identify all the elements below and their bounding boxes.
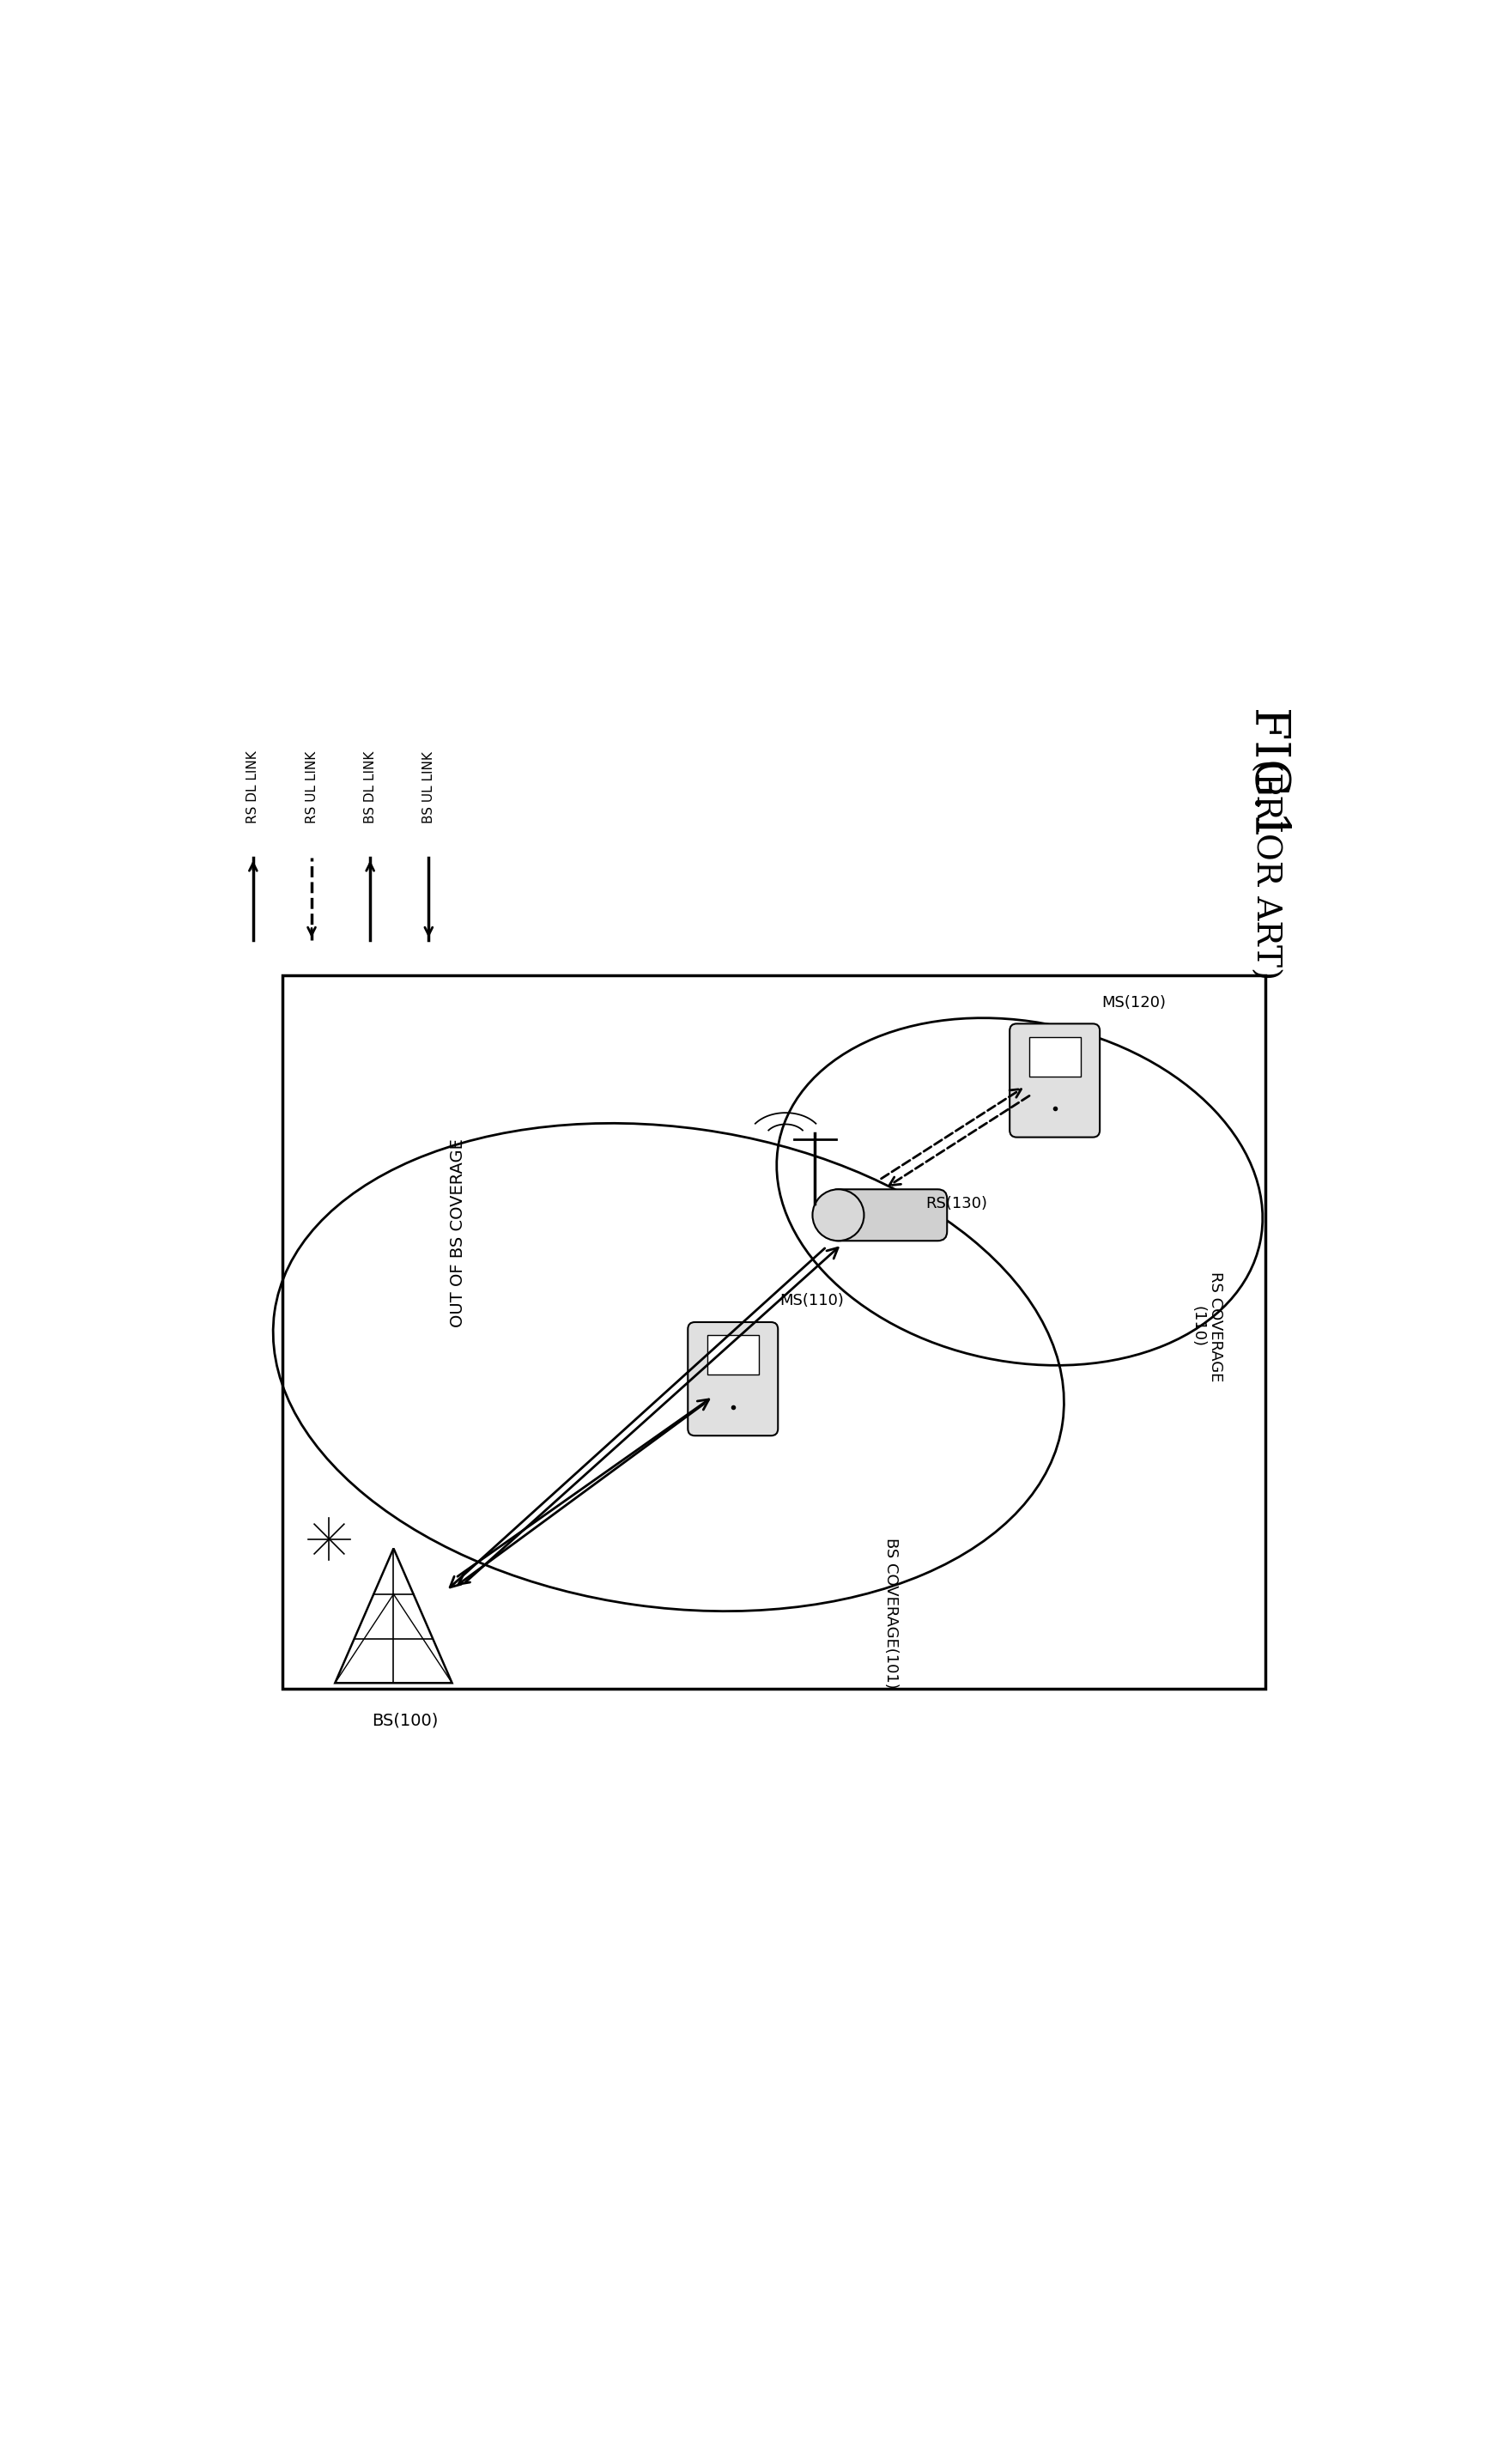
Text: BS DL LINK: BS DL LINK [364, 752, 376, 823]
Bar [1028, 1037, 1081, 1077]
Bar [282, 976, 1265, 1688]
Text: FIG.1: FIG.1 [1241, 710, 1290, 843]
Bar [707, 1335, 760, 1375]
Text: RS DL LINK: RS DL LINK [246, 749, 260, 823]
Text: MS(110): MS(110) [779, 1294, 844, 1308]
Text: RS(130): RS(130) [926, 1195, 988, 1212]
Text: MS(120): MS(120) [1102, 995, 1166, 1010]
Polygon shape [335, 1547, 451, 1683]
FancyBboxPatch shape [829, 1190, 947, 1242]
Text: BS COVERAGE(101): BS COVERAGE(101) [883, 1538, 898, 1688]
FancyBboxPatch shape [1010, 1023, 1099, 1138]
Text: BS UL LINK: BS UL LINK [423, 752, 435, 823]
FancyBboxPatch shape [689, 1323, 778, 1437]
Circle shape [812, 1190, 864, 1242]
Text: BS(100): BS(100) [371, 1712, 438, 1730]
Text: RS COVERAGE
(110): RS COVERAGE (110) [1190, 1271, 1223, 1382]
Text: RS UL LINK: RS UL LINK [305, 752, 319, 823]
Text: OUT OF BS COVERAGE: OUT OF BS COVERAGE [450, 1138, 467, 1328]
Text: (PRIOR ART): (PRIOR ART) [1249, 759, 1282, 981]
